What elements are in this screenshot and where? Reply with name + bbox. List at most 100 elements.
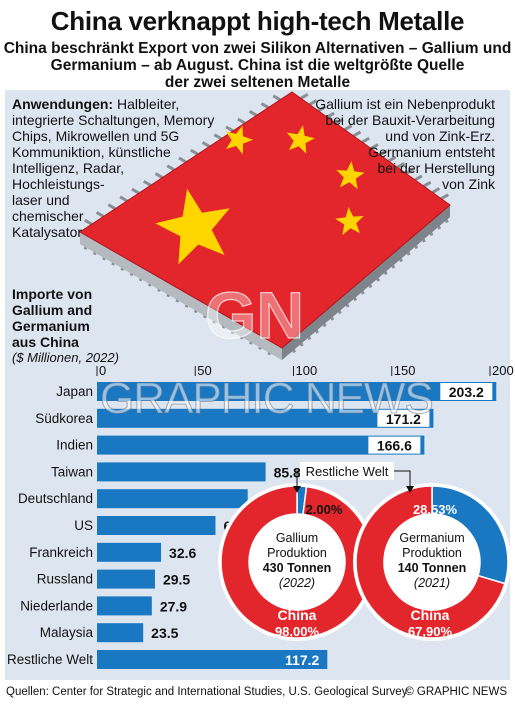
- chip-pin: [379, 149, 388, 157]
- applications-text: Anwendungen: Halbleiter, integrierte Sch…: [12, 96, 222, 240]
- category-label: Japan: [56, 384, 93, 399]
- x-tick-label: 100: [296, 363, 318, 378]
- chip-pin: [361, 136, 370, 144]
- value-label: 32.6: [169, 545, 196, 561]
- bar: [97, 596, 152, 616]
- chart-title-line: aus China: [12, 334, 79, 350]
- category-label: Niederlande: [20, 598, 93, 613]
- chip-pin: [370, 143, 379, 150]
- chart-unit: ($ Millionen, 2022): [12, 350, 119, 365]
- category-label: Frankreich: [29, 545, 93, 560]
- chip-pin: [225, 125, 234, 133]
- note-line: bei der Herstellung: [377, 160, 495, 176]
- chip-pin: [396, 162, 406, 169]
- chart-title-line: Importe von: [12, 286, 93, 302]
- x-axis: 0 50 100 150 200: [96, 363, 514, 378]
- donut-china-value: 67,90%: [408, 624, 453, 639]
- donut-center-text: Germanium: [399, 531, 464, 545]
- value-label: 85.8: [274, 464, 301, 480]
- value-label: 117.2: [285, 652, 319, 668]
- x-tick-label: 50: [197, 363, 211, 378]
- note-line: bei der Bauxit-Verarbeitung: [325, 112, 495, 128]
- x-tick-label: 200: [492, 363, 514, 378]
- applications-line: Halbleiter,: [117, 96, 180, 112]
- flag-small-star-icon: [225, 125, 253, 155]
- applications-line: integrierte Schaltungen, Memory: [12, 112, 215, 128]
- chip-pin: [440, 193, 449, 201]
- chip-pin: [84, 218, 93, 226]
- subtitle-line: China beschränkt Export von zwei Silikon…: [3, 40, 512, 57]
- value-label: 166.6: [377, 438, 412, 454]
- subtitle-line: der zwei seltenen Metalle: [164, 74, 351, 91]
- donut-center-text: Produktion: [267, 546, 327, 560]
- bar: [97, 408, 434, 428]
- applications-line: Chips, Mikrowellen und 5G: [12, 128, 180, 144]
- note-line: von Zink: [442, 176, 495, 192]
- chip-pin: [119, 195, 128, 203]
- gn-logo-mark: GN: [205, 278, 304, 352]
- flag-small-star-icon: [335, 207, 364, 235]
- category-label: US: [74, 518, 93, 533]
- bar: [97, 623, 144, 643]
- donut-center-text: Produktion: [402, 546, 462, 560]
- donut-center-text: Gallium: [276, 531, 318, 545]
- bar: [97, 650, 328, 669]
- value-label: 23.5: [151, 625, 178, 641]
- chip-pin: [260, 102, 270, 109]
- chart-title-line: Gallium and: [12, 302, 93, 318]
- flag-small-star-icon: [336, 161, 365, 189]
- category-label: Malaysia: [40, 625, 94, 640]
- page-title: China verknappt high-tech Metalle: [50, 6, 465, 36]
- chip-pin: [131, 187, 140, 195]
- note-line: Germanium entsteht: [368, 144, 495, 160]
- bar: [97, 542, 162, 562]
- copyright-credit: © GRAPHIC NEWS: [405, 686, 507, 698]
- donut-hole: [385, 515, 479, 609]
- value-label: 203.2: [449, 384, 484, 400]
- applications-line: Hochleistungs-: [12, 176, 105, 192]
- note-line: und von Zink-Erz.: [385, 128, 495, 144]
- applications-line: Intelligenz, Radar,: [12, 160, 125, 176]
- chip-pin: [422, 180, 432, 188]
- donut-china-value: 98,00%: [275, 624, 320, 639]
- bar: [97, 516, 216, 535]
- callout-arrow-icon: [293, 486, 301, 493]
- value-label-box: [377, 409, 430, 427]
- bars: Japan 203.2 Südkorea 171.2 Indien 166.6 Taiwan…: [7, 382, 497, 669]
- callout-arrow-icon: [406, 486, 414, 493]
- chip-pin: [326, 111, 335, 119]
- rest-world-callout: Restliche Welt: [293, 462, 414, 493]
- chip-pin: [142, 180, 152, 187]
- x-tick-label: 0: [99, 363, 106, 378]
- applications-heading: Anwendungen:: [12, 96, 114, 112]
- flag-large-star-icon: [155, 188, 230, 265]
- chip-pin: [300, 92, 309, 100]
- callout-box: [300, 462, 394, 480]
- bar: [97, 382, 497, 401]
- chart-title-line: Germanium: [12, 318, 90, 334]
- value-label-box: [440, 383, 493, 400]
- applications-line: chemischer: [12, 208, 84, 224]
- chip-pin: [387, 155, 397, 163]
- value-label-box: [368, 436, 421, 454]
- donut-hole: [250, 515, 344, 609]
- chart-title: Importe von Gallium and Germanium aus Ch…: [12, 286, 132, 350]
- donut-china-label: China: [278, 607, 317, 623]
- source-note: Quellen: Center for Strategic and Intern…: [6, 686, 408, 698]
- chip-edge-left: [80, 232, 282, 360]
- category-label: Restliche Welt: [7, 652, 93, 667]
- category-label: Südkorea: [35, 411, 93, 426]
- chip-pin: [237, 117, 246, 125]
- category-label: Indien: [56, 438, 93, 453]
- chip-pin: [107, 203, 117, 210]
- flag-small-star-icon: [286, 125, 315, 154]
- category-label: Deutschland: [18, 491, 93, 506]
- chip-pin: [272, 94, 281, 102]
- subtitle-line: Germanium – ab August. China ist die wel…: [50, 57, 465, 74]
- chip-top-flag: [79, 91, 451, 349]
- applications-line: laser und: [12, 192, 70, 208]
